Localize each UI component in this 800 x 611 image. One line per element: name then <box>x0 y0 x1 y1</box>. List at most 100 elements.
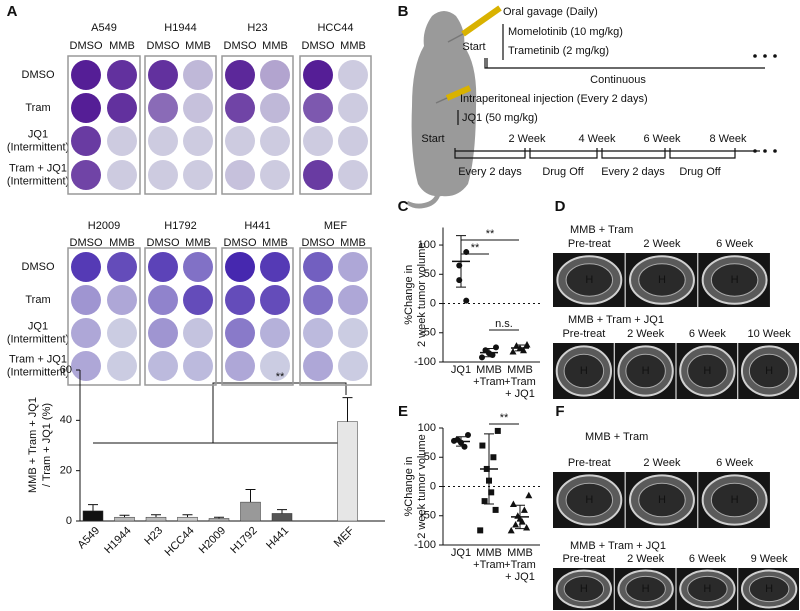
well <box>183 285 213 315</box>
panel-label: F <box>555 403 564 420</box>
timepoint-label: 2 Week <box>643 457 681 469</box>
mouse-illustration <box>406 11 477 209</box>
y-tick-label: -100 <box>414 356 436 368</box>
row-label: Tram <box>25 294 50 306</box>
x-tick-label: +Tram <box>473 376 505 388</box>
group-title: MMB + Tram <box>585 431 648 443</box>
significance-bracket <box>93 382 347 444</box>
well <box>225 93 255 123</box>
data-point <box>493 344 499 351</box>
well <box>107 351 137 381</box>
data-point <box>479 442 486 449</box>
error-bar <box>484 433 494 505</box>
well <box>107 126 137 156</box>
heart-marker: H <box>765 365 773 377</box>
mri-lung <box>625 353 666 389</box>
plate-box <box>299 247 372 386</box>
timeline-label: 8 Week <box>709 133 747 145</box>
error-bar <box>182 514 193 518</box>
x-tick-label: MMB <box>507 364 533 376</box>
y-tick-label: -50 <box>420 327 436 339</box>
well <box>225 160 255 190</box>
timepoint-label: Pre-treat <box>562 328 605 340</box>
x-tick-label: H1792 <box>228 525 259 556</box>
plate-box <box>144 55 217 195</box>
well <box>107 160 137 190</box>
data-point <box>490 454 497 461</box>
syringe <box>461 5 502 37</box>
heart-marker: H <box>703 365 711 377</box>
well <box>225 285 255 315</box>
row-label: (Intermittent) <box>7 175 69 187</box>
well <box>71 126 101 156</box>
row-label: (Intermittent) <box>7 141 69 153</box>
well <box>260 318 290 348</box>
timepoint-label: 9 Week <box>751 553 789 565</box>
bar <box>271 513 293 522</box>
cell-line-name: A549 <box>91 22 117 34</box>
heart-marker: H <box>580 365 588 377</box>
mri-lung <box>638 482 686 518</box>
y-axis-label: 2 week tumor volume <box>416 242 428 347</box>
column-label: MMB <box>340 237 366 249</box>
heart-marker: H <box>703 583 711 595</box>
timepoint-label: 6 Week <box>716 238 754 250</box>
plate-box <box>144 247 217 386</box>
annotation: ** <box>276 371 285 383</box>
well <box>183 318 213 348</box>
timeline-label: 4 Week <box>578 133 616 145</box>
row-label: Tram <box>25 102 50 114</box>
syringe <box>435 97 448 104</box>
well <box>338 93 368 123</box>
data-point <box>465 432 471 439</box>
timepoint-label: Pre-treat <box>562 553 605 565</box>
data-point <box>477 527 484 534</box>
column-label: MMB <box>185 237 211 249</box>
annotation: ** <box>471 242 480 254</box>
data-point <box>520 506 528 513</box>
y-tick-label: 50 <box>424 451 436 463</box>
mri-lung <box>687 575 728 603</box>
bar <box>82 510 104 522</box>
well <box>260 285 290 315</box>
data-point <box>479 354 485 361</box>
well <box>107 285 137 315</box>
y-axis-label: %Change in <box>403 457 415 517</box>
x-tick-label: +Tram <box>504 559 536 571</box>
well <box>303 351 333 381</box>
well <box>148 252 178 282</box>
well <box>148 351 178 381</box>
x-tick-label: MEF <box>332 525 357 550</box>
schedule-text: Start <box>462 41 485 53</box>
data-point <box>520 346 527 354</box>
phase-label: Every 2 days <box>458 166 522 178</box>
well <box>303 160 333 190</box>
well <box>183 160 213 190</box>
data-point <box>523 523 531 531</box>
row-label: JQ1 <box>28 128 48 140</box>
well <box>148 126 178 156</box>
column-label: MMB <box>109 237 135 249</box>
bar <box>337 421 358 522</box>
y-axis-label: %Change in <box>403 265 415 325</box>
heart-marker: H <box>731 494 739 506</box>
well <box>183 351 213 381</box>
well <box>260 252 290 282</box>
phase-label: Every 2 days <box>601 166 665 178</box>
data-point <box>512 521 520 528</box>
y-tick-label: 40 <box>60 414 72 426</box>
x-tick-label: H23 <box>142 525 165 548</box>
well <box>260 126 290 156</box>
well <box>148 318 178 348</box>
plate-box <box>221 55 294 195</box>
well <box>148 93 178 123</box>
well <box>338 318 368 348</box>
cell-line-name: MEF <box>324 220 348 232</box>
bar <box>240 501 261 522</box>
timeline-label: 2 Week <box>508 133 546 145</box>
well <box>260 93 290 123</box>
x-tick-label: MMB <box>476 364 502 376</box>
data-point <box>494 427 501 434</box>
heart-marker: H <box>642 365 650 377</box>
